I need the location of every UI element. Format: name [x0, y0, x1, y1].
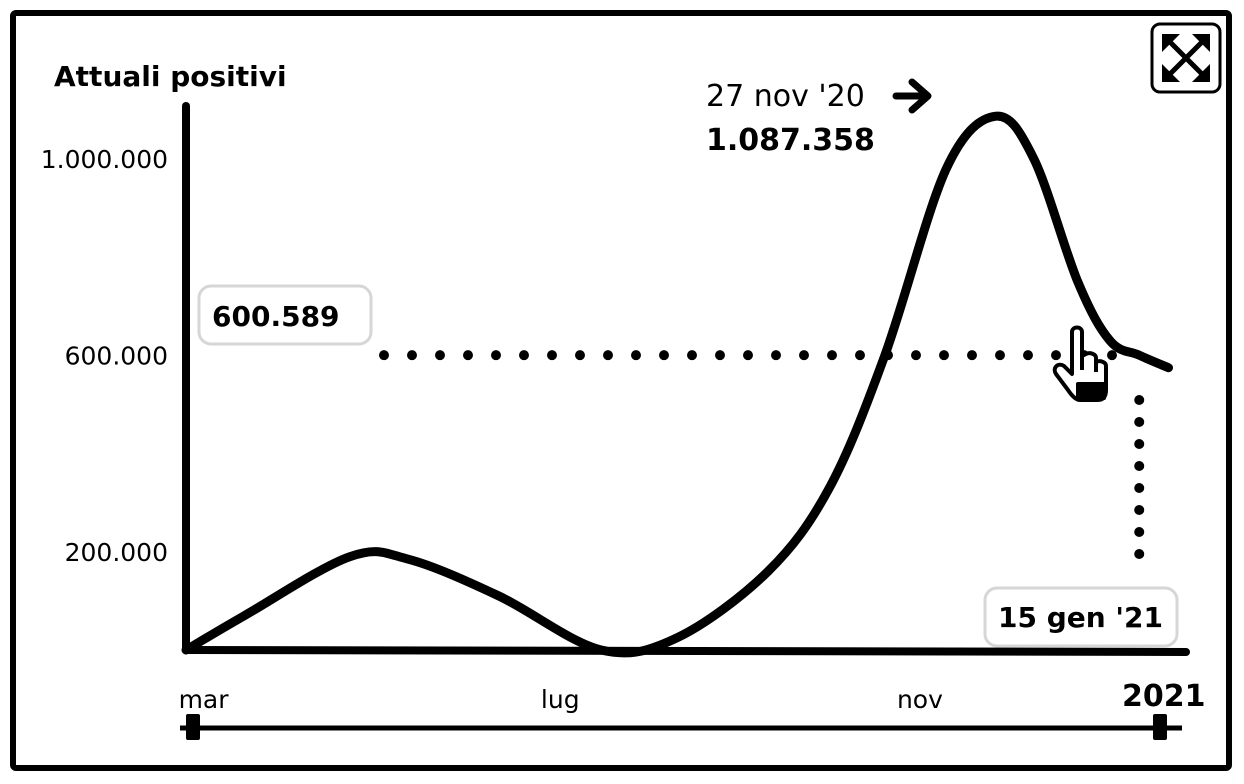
arrow-right-icon — [892, 78, 932, 114]
series-line — [181, 111, 1173, 658]
card-frame — [10, 10, 1232, 771]
y-tick-label: 1.000.000 — [41, 145, 168, 174]
hover-value-text: 600.589 — [212, 300, 340, 333]
y-tick-label: 600.000 — [65, 341, 168, 370]
x-tick-labels: mar lug nov — [179, 685, 944, 714]
expand-button[interactable] — [1150, 22, 1222, 94]
range-slider-handle-right[interactable] — [1153, 714, 1167, 740]
series-group — [181, 111, 1173, 658]
hover-value-badge: 600.589 — [197, 284, 373, 346]
chart-title: Attuali positivi — [54, 60, 287, 93]
hand-pointer-icon — [1052, 325, 1108, 402]
y-tick-label: 200.000 — [65, 538, 168, 567]
x-year-label: 2021 — [1122, 679, 1206, 714]
range-slider-handle-left[interactable] — [186, 714, 200, 740]
x-tick-label: lug — [541, 685, 580, 714]
hover-guides — [379, 350, 1145, 581]
peak-value-label: 1.087.358 — [706, 123, 875, 158]
hover-date-text: 15 gen '21 — [998, 601, 1163, 634]
hover-date-badge: 15 gen '21 — [983, 586, 1179, 648]
x-tick-label: mar — [179, 685, 230, 714]
y-tick-labels: 1.000.000 600.000 200.000 — [41, 145, 168, 567]
x-tick-label: nov — [897, 685, 943, 714]
range-slider[interactable] — [180, 714, 1182, 740]
peak-date-label: 27 nov '20 — [706, 79, 865, 114]
x-axis-line — [182, 646, 1190, 656]
expand-arrows-icon — [1162, 34, 1210, 82]
